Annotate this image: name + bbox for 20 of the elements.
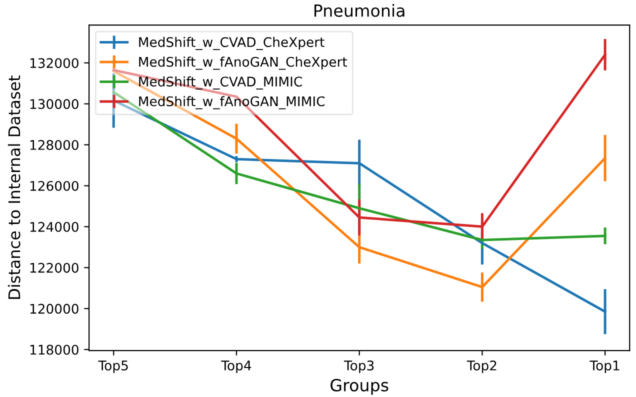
legend-label: MedShift_w_fAnoGAN_MIMIC	[139, 96, 325, 110]
legend-label: MedShift_w_fAnoGAN_CheXpert	[139, 56, 348, 70]
legend-label: MedShift_w_CVAD_MIMIC	[139, 76, 302, 90]
legend-label: MedShift_w_CVAD_CheXpert	[139, 36, 324, 50]
x-axis-title: Groups	[330, 378, 388, 395]
y-tick-label: 132000	[30, 58, 78, 68]
y-tick-label: 120000	[30, 304, 78, 314]
y-tick-label: 130000	[30, 99, 78, 110]
y-tick-label: 118000	[30, 344, 78, 355]
y-axis-title: Distance to Internal Dataset	[8, 76, 20, 299]
x-tick-label: Top1	[590, 360, 620, 374]
y-tick-label: 122000	[30, 262, 78, 273]
x-tick-label: Top2	[466, 360, 496, 374]
y-tick-label: 124000	[30, 222, 78, 232]
y-tick-label: 126000	[30, 180, 78, 191]
x-tick-label: Top3	[344, 360, 374, 374]
x-tick-label: Top4	[221, 360, 252, 374]
y-tick-label: 128000	[30, 140, 78, 150]
x-tick-label: Top5	[98, 360, 128, 374]
chart-title: Pneumonia	[314, 4, 404, 17]
